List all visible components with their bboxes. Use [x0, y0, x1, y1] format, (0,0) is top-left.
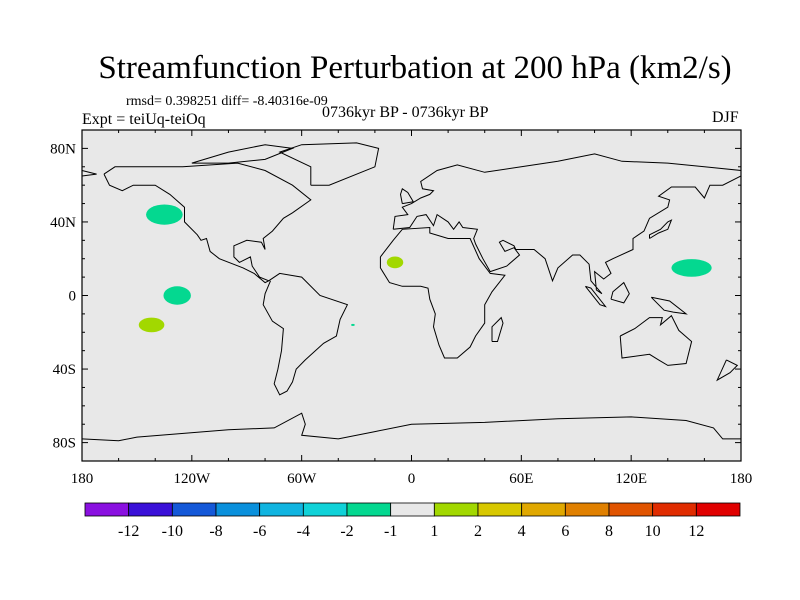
colorbar-box	[128, 502, 173, 517]
coastline-sumatra	[585, 285, 607, 308]
x-tick-label: 180	[730, 471, 753, 487]
colorbar-box	[433, 502, 479, 517]
x-tick-label: 180	[71, 471, 94, 487]
colorbar-label: -4	[297, 523, 310, 540]
coastline-britain	[399, 188, 415, 205]
colorbar-box	[84, 502, 130, 517]
colorbar-box	[390, 502, 435, 517]
stats-text: rmsd= 0.398251 diff= -8.40316e-09	[126, 94, 328, 109]
colorbar-label: 8	[605, 523, 613, 540]
anomaly-region	[163, 286, 191, 305]
colorbar-box	[302, 502, 348, 517]
coastline-chukotka	[81, 170, 97, 177]
anomaly-region	[351, 323, 355, 327]
x-tick-label: 0	[408, 471, 416, 487]
colorbar-box	[521, 502, 566, 517]
colorbar-box	[477, 502, 523, 517]
colorbar-label: -1	[384, 523, 397, 540]
anomaly-region	[671, 259, 712, 277]
colorbar-label: -2	[340, 523, 353, 540]
anomaly-region	[146, 204, 183, 225]
colorbar-box	[652, 502, 697, 517]
coastline-canadian-arctic	[191, 144, 295, 164]
y-tick-label: 40S	[53, 362, 76, 378]
plot-title: Streamfunction Perturbation at 200 hPa (…	[98, 50, 732, 86]
anomaly-region	[386, 256, 404, 269]
coastline-borneo	[610, 281, 630, 304]
coastline-new-zealand	[716, 359, 739, 382]
colorbar-label: -12	[118, 523, 139, 540]
colorbar-label: 1	[430, 523, 438, 540]
colorbar-label: 12	[688, 523, 704, 540]
colorbar-box	[695, 502, 741, 517]
coastline-antarctica	[81, 412, 741, 442]
y-tick-label: 0	[69, 289, 77, 305]
x-tick-label: 120W	[173, 471, 211, 487]
x-tick-label: 60W	[287, 471, 317, 487]
coastline-africa	[379, 226, 506, 359]
y-tick-label: 40N	[50, 215, 76, 231]
colorbar-label: 4	[518, 523, 526, 540]
colorbar-label: -10	[162, 523, 183, 540]
coastline-south-america	[262, 272, 349, 396]
colorbar-label: 2	[474, 523, 482, 540]
anomaly-region	[138, 317, 165, 333]
colorbar-box	[259, 502, 304, 517]
x-tick-label: 120E	[615, 471, 647, 487]
colorbar: -12 -10 -8 -6 -4 -2 -1 1 2 4 6 8 10 12	[84, 502, 741, 540]
experiment-label: Expt = teiUq-teiOq	[82, 111, 206, 128]
period-label: 0736kyr BP - 0736kyr BP	[322, 104, 489, 121]
colorbar-label: -8	[209, 523, 222, 540]
colorbar-label: 6	[561, 523, 569, 540]
colorbar-box	[346, 502, 392, 517]
x-tick-label: 60E	[509, 471, 533, 487]
colorbar-box	[564, 502, 610, 517]
coastline-greenland	[278, 142, 380, 186]
y-tick-label: 80S	[53, 436, 76, 452]
colorbar-box	[171, 502, 217, 517]
colorbar-label: 10	[645, 523, 661, 540]
coastline-north-america	[103, 162, 312, 284]
coastline-madagascar	[491, 316, 504, 342]
season-label: DJF	[712, 109, 739, 126]
colorbar-box	[608, 502, 654, 517]
coastline-new-guinea	[650, 296, 688, 315]
map-background	[82, 130, 741, 461]
colorbar-box	[215, 502, 261, 517]
coastline-australia	[619, 314, 693, 366]
colorbar-label: -6	[253, 523, 266, 540]
coastline-japan	[649, 219, 673, 239]
y-tick-label: 80N	[50, 141, 76, 157]
coastlines	[81, 142, 742, 442]
coastline-eurasia	[392, 153, 742, 295]
anomaly-layer	[138, 204, 712, 333]
